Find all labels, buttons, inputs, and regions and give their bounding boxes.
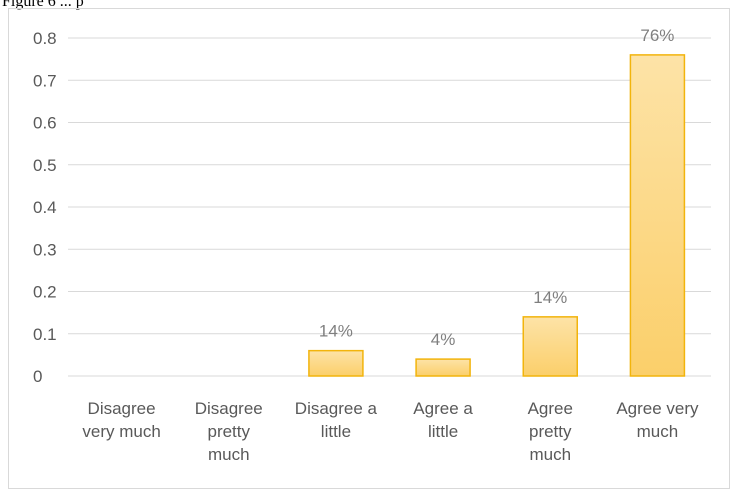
gridlines — [68, 37, 711, 377]
bars — [308, 54, 686, 377]
data-labels: 14% 4% 14% 76% — [319, 26, 675, 349]
y-tick-label: 0 — [33, 367, 42, 386]
x-tick-label: Disagree very much — [82, 399, 160, 441]
bar — [308, 349, 364, 377]
y-tick-label: 0.1 — [33, 325, 57, 344]
bar — [629, 54, 686, 377]
bar — [522, 316, 578, 377]
data-label: 14% — [533, 288, 567, 307]
data-label: 14% — [319, 322, 353, 341]
data-label: 76% — [640, 26, 674, 45]
data-label: 4% — [431, 330, 456, 349]
y-tick-label: 0.3 — [33, 240, 57, 259]
x-tick-label: Disagree pretty much — [195, 399, 263, 464]
figure-caption: Figure 6 ... p — [0, 0, 731, 12]
y-tick-label: 0.8 — [33, 29, 57, 48]
y-tick-label: 0.6 — [33, 114, 57, 133]
chart-frame — [8, 8, 730, 489]
x-tick-label: Disagree a little — [295, 399, 378, 441]
y-tick-label: 0.7 — [33, 71, 57, 90]
x-tick-label: Agree pretty much — [528, 399, 573, 464]
y-tick-label: 0.4 — [33, 198, 57, 217]
y-tick-label: 0.5 — [33, 156, 57, 175]
y-tick-label: 0.2 — [33, 283, 57, 302]
x-tick-label: Agree very much — [616, 399, 699, 441]
y-axis: 0 0.1 0.2 0.3 0.4 0.5 0.6 0.7 0.8 — [33, 29, 57, 386]
figure-caption-text: Figure 6 ... p — [2, 0, 84, 10]
x-tick-label: Agree a little — [413, 399, 473, 441]
bar — [415, 358, 471, 377]
x-axis: Disagree very much Disagree pretty much Disag… — [82, 399, 699, 464]
